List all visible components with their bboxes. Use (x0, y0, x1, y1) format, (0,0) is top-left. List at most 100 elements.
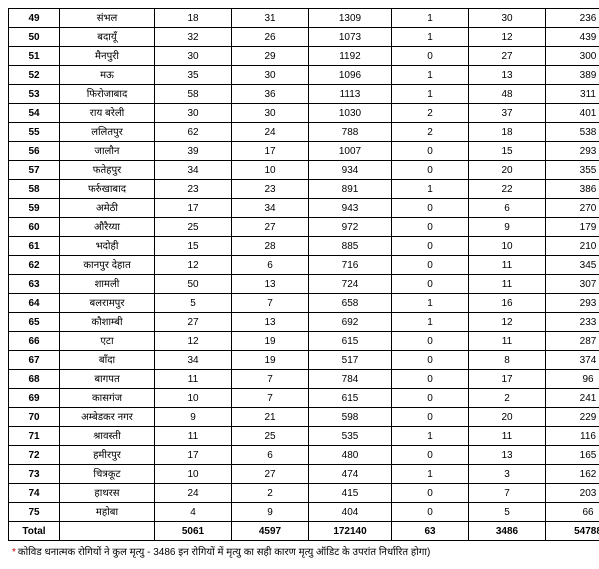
table-row: 64बलरामपुर57658116293 (9, 294, 599, 313)
cell: 538 (546, 123, 599, 142)
cell: फतेहपुर (60, 161, 155, 180)
cell: 229 (546, 408, 599, 427)
total-cell: 63 (392, 522, 469, 541)
cell: 13 (232, 313, 309, 332)
cell: औरैय्या (60, 218, 155, 237)
cell: 3 (469, 465, 546, 484)
cell: 13 (469, 446, 546, 465)
cell: 21 (232, 408, 309, 427)
cell: 20 (469, 408, 546, 427)
total-cell: 4597 (232, 522, 309, 541)
cell: 34 (232, 199, 309, 218)
cell: 401 (546, 104, 599, 123)
table-row: 59अमेठी173494306270 (9, 199, 599, 218)
cell: हाथरस (60, 484, 155, 503)
table-row: 54राय बरेली30301030237401 (9, 104, 599, 123)
cell: 12 (155, 332, 232, 351)
cell: 27 (232, 465, 309, 484)
table-row: 67बाँदा341951708374 (9, 351, 599, 370)
cell: 71 (9, 427, 60, 446)
total-cell (60, 522, 155, 541)
cell: 1309 (309, 9, 392, 28)
table-row: 49संभल18311309130236 (9, 9, 599, 28)
cell: 517 (309, 351, 392, 370)
cell: 1030 (309, 104, 392, 123)
table-row: 50बदायूँ32261073112439 (9, 28, 599, 47)
cell: 4 (155, 503, 232, 522)
cell: 404 (309, 503, 392, 522)
cell: 0 (392, 446, 469, 465)
cell: 0 (392, 503, 469, 522)
cell: 270 (546, 199, 599, 218)
cell: 0 (392, 332, 469, 351)
table-row: 75महोबा494040566 (9, 503, 599, 522)
cell: 241 (546, 389, 599, 408)
cell: 25 (232, 427, 309, 446)
table-row: 56जालौन39171007015293 (9, 142, 599, 161)
cell: 8 (469, 351, 546, 370)
cell: 386 (546, 180, 599, 199)
cell: 19 (232, 351, 309, 370)
cell: 58 (9, 180, 60, 199)
cell: 2 (232, 484, 309, 503)
cell: 615 (309, 332, 392, 351)
cell: 18 (469, 123, 546, 142)
cell: बदायूँ (60, 28, 155, 47)
cell: 7 (469, 484, 546, 503)
cell: 10 (155, 465, 232, 484)
cell: 203 (546, 484, 599, 503)
cell: 31 (232, 9, 309, 28)
cell: शामली (60, 275, 155, 294)
cell: 934 (309, 161, 392, 180)
cell: 0 (392, 47, 469, 66)
cell: 23 (155, 180, 232, 199)
cell: 96 (546, 370, 599, 389)
table-row: 66एटा1219615011287 (9, 332, 599, 351)
cell: 17 (155, 199, 232, 218)
cell: 61 (9, 237, 60, 256)
cell: 972 (309, 218, 392, 237)
cell: 300 (546, 47, 599, 66)
cell: 345 (546, 256, 599, 275)
cell: 1192 (309, 47, 392, 66)
cell: 69 (9, 389, 60, 408)
cell: फर्रुखाबाद (60, 180, 155, 199)
cell: 72 (9, 446, 60, 465)
cell: 55 (9, 123, 60, 142)
cell: ललितपुर (60, 123, 155, 142)
cell: 0 (392, 142, 469, 161)
cell: 53 (9, 85, 60, 104)
cell: 51 (9, 47, 60, 66)
cell: 66 (546, 503, 599, 522)
cell: 10 (469, 237, 546, 256)
cell: 65 (9, 313, 60, 332)
total-row: Total5061459717214063348654788 (9, 522, 599, 541)
cell: 7 (232, 370, 309, 389)
cell: 0 (392, 161, 469, 180)
cell: 10 (232, 161, 309, 180)
cell: अम्बेडकर नगर (60, 408, 155, 427)
cell: 34 (155, 161, 232, 180)
cell: 0 (392, 351, 469, 370)
cell: 116 (546, 427, 599, 446)
cell: 27 (155, 313, 232, 332)
cell: 11 (469, 332, 546, 351)
cell: 64 (9, 294, 60, 313)
cell: 1 (392, 313, 469, 332)
total-cell: 5061 (155, 522, 232, 541)
cell: 1 (392, 66, 469, 85)
cell: 1 (392, 9, 469, 28)
cell: भदोही (60, 237, 155, 256)
cell: 11 (469, 427, 546, 446)
cell: 480 (309, 446, 392, 465)
cell: 389 (546, 66, 599, 85)
cell: 9 (155, 408, 232, 427)
cell: 62 (155, 123, 232, 142)
cell: 658 (309, 294, 392, 313)
table-row: 52मऊ35301096113389 (9, 66, 599, 85)
cell: 293 (546, 142, 599, 161)
cell: 52 (9, 66, 60, 85)
cell: 535 (309, 427, 392, 446)
cell: 17 (232, 142, 309, 161)
cell: 439 (546, 28, 599, 47)
